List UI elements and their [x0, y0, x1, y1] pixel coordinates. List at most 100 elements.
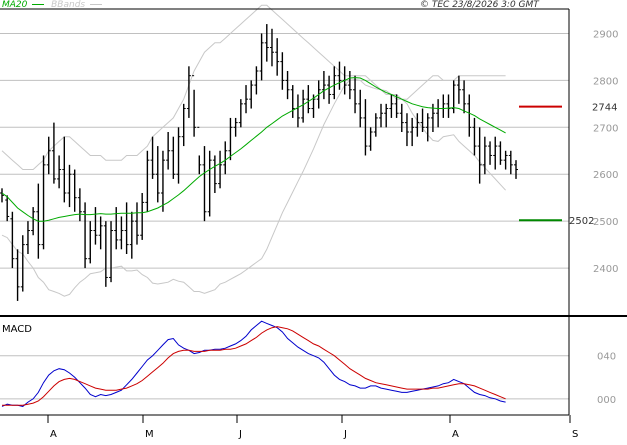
ohlc-bar — [379, 103, 384, 128]
ohlc-bar — [488, 141, 493, 165]
ohlc-bar — [88, 221, 93, 264]
ohlc-bar — [119, 216, 124, 250]
ohlc-bar — [124, 202, 129, 254]
ohlc-bar — [254, 66, 259, 95]
ma20-line — [1, 77, 506, 222]
ohlc-bar — [166, 132, 171, 170]
support-level-label: 2502 — [569, 216, 594, 227]
ohlc-bar — [192, 75, 197, 137]
ohlc-bar — [0, 188, 4, 203]
ohlc-bar — [353, 75, 358, 114]
legend-bbands: BBands — [51, 0, 86, 10]
ohlc-bar — [51, 122, 56, 184]
ohlc-bar — [456, 75, 461, 104]
ohlc-bar — [358, 89, 363, 128]
ohlc-bar — [493, 136, 498, 170]
ohlc-bar — [321, 71, 326, 100]
ohlc-bar — [212, 155, 217, 193]
ohlc-bar — [404, 113, 409, 147]
ohlc-bar — [462, 80, 467, 114]
ohlc-bar — [57, 155, 62, 189]
x-axis-tick-label: A — [50, 429, 57, 440]
ohlc-bar — [285, 71, 290, 100]
legend-ma20-swatch — [32, 4, 45, 5]
ohlc-bar — [420, 108, 425, 132]
ohlc-bar — [25, 221, 30, 254]
ohlc-bar — [327, 75, 332, 104]
price-y-tick-label: 2800 — [593, 76, 618, 87]
ohlc-bar — [347, 71, 352, 100]
x-axis-tick-label: A — [452, 429, 459, 440]
signal-line — [2, 326, 506, 406]
ohlc-bar — [389, 94, 394, 118]
ohlc-bar — [207, 150, 212, 217]
ohlc-bar — [264, 24, 269, 62]
ohlc-bar — [306, 85, 311, 114]
ohlc-bar — [103, 221, 108, 287]
ohlc-bar — [109, 221, 114, 283]
ohlc-bar — [67, 164, 72, 208]
ohlc-bar — [332, 66, 337, 100]
ohlc-bar — [46, 136, 51, 175]
ohlc-bar — [301, 89, 306, 123]
price-y-tick-label: 2900 — [593, 29, 618, 40]
ohlc-bar — [98, 216, 103, 250]
ohlc-bar — [171, 136, 176, 179]
ohlc-bar — [10, 211, 15, 269]
ohlc-bar — [399, 103, 404, 132]
ohlc-bar — [290, 85, 295, 118]
ohlc-bar — [181, 103, 186, 147]
ohlc-bar — [514, 160, 518, 179]
ohlc-bar — [503, 150, 508, 170]
ohlc-bar — [160, 150, 165, 212]
price-y-tick-label: 2400 — [593, 264, 618, 275]
macd-line — [1, 320, 506, 407]
ohlc-bar — [275, 38, 280, 76]
resistance-level-label: 2744 — [592, 103, 617, 114]
ohlc-bar — [410, 117, 415, 147]
ohlc-bar — [368, 127, 373, 151]
bollinger-lower-line — [1, 78, 506, 297]
ohlc-bar — [218, 150, 223, 189]
ohlc-bar — [15, 249, 20, 301]
ohlc-bar — [249, 80, 254, 109]
ohlc-bar — [477, 127, 482, 184]
ohlc-bar — [129, 211, 134, 259]
macd-y-tick-label: 000 — [597, 395, 616, 406]
ohlc-bar — [269, 28, 274, 67]
ohlc-bar — [467, 94, 472, 137]
ohlc-bar — [140, 193, 145, 240]
ohlc-bar — [223, 141, 228, 175]
x-axis-tick-label: S — [572, 429, 578, 440]
ohlc-bar — [384, 103, 389, 128]
ohlc-bar — [238, 99, 243, 128]
ohlc-bar — [259, 33, 264, 81]
ohlc-bar — [93, 207, 98, 245]
ohlc-bar — [134, 202, 139, 245]
bollinger-upper-line — [1, 4, 506, 170]
ohlc-bar — [62, 136, 67, 203]
legend-ma20: MA20 — [2, 0, 28, 10]
ohlc-bar — [394, 94, 399, 118]
legend: MA20 BBands — [2, 0, 104, 10]
ohlc-bar — [228, 117, 233, 161]
ohlc-bar — [436, 99, 441, 128]
macd-y-tick-label: 040 — [597, 352, 616, 363]
x-axis-tick-label: J — [238, 429, 242, 440]
price-y-tick-label: 2600 — [593, 170, 618, 181]
ohlc-bar — [482, 136, 487, 175]
ohlc-bar — [150, 136, 155, 179]
ohlc-bar — [155, 146, 160, 203]
ohlc-bar — [446, 94, 451, 118]
ohlc-bar — [186, 66, 191, 118]
ohlc-bar — [337, 61, 342, 90]
ohlc-bar — [233, 117, 238, 137]
ohlc-bar — [425, 113, 430, 142]
ohlc-bar — [415, 113, 420, 137]
ohlc-bar — [373, 113, 378, 137]
ohlc-bar — [202, 146, 207, 222]
macd-panel-title: MACD — [2, 324, 32, 335]
ohlc-bar — [472, 117, 477, 156]
